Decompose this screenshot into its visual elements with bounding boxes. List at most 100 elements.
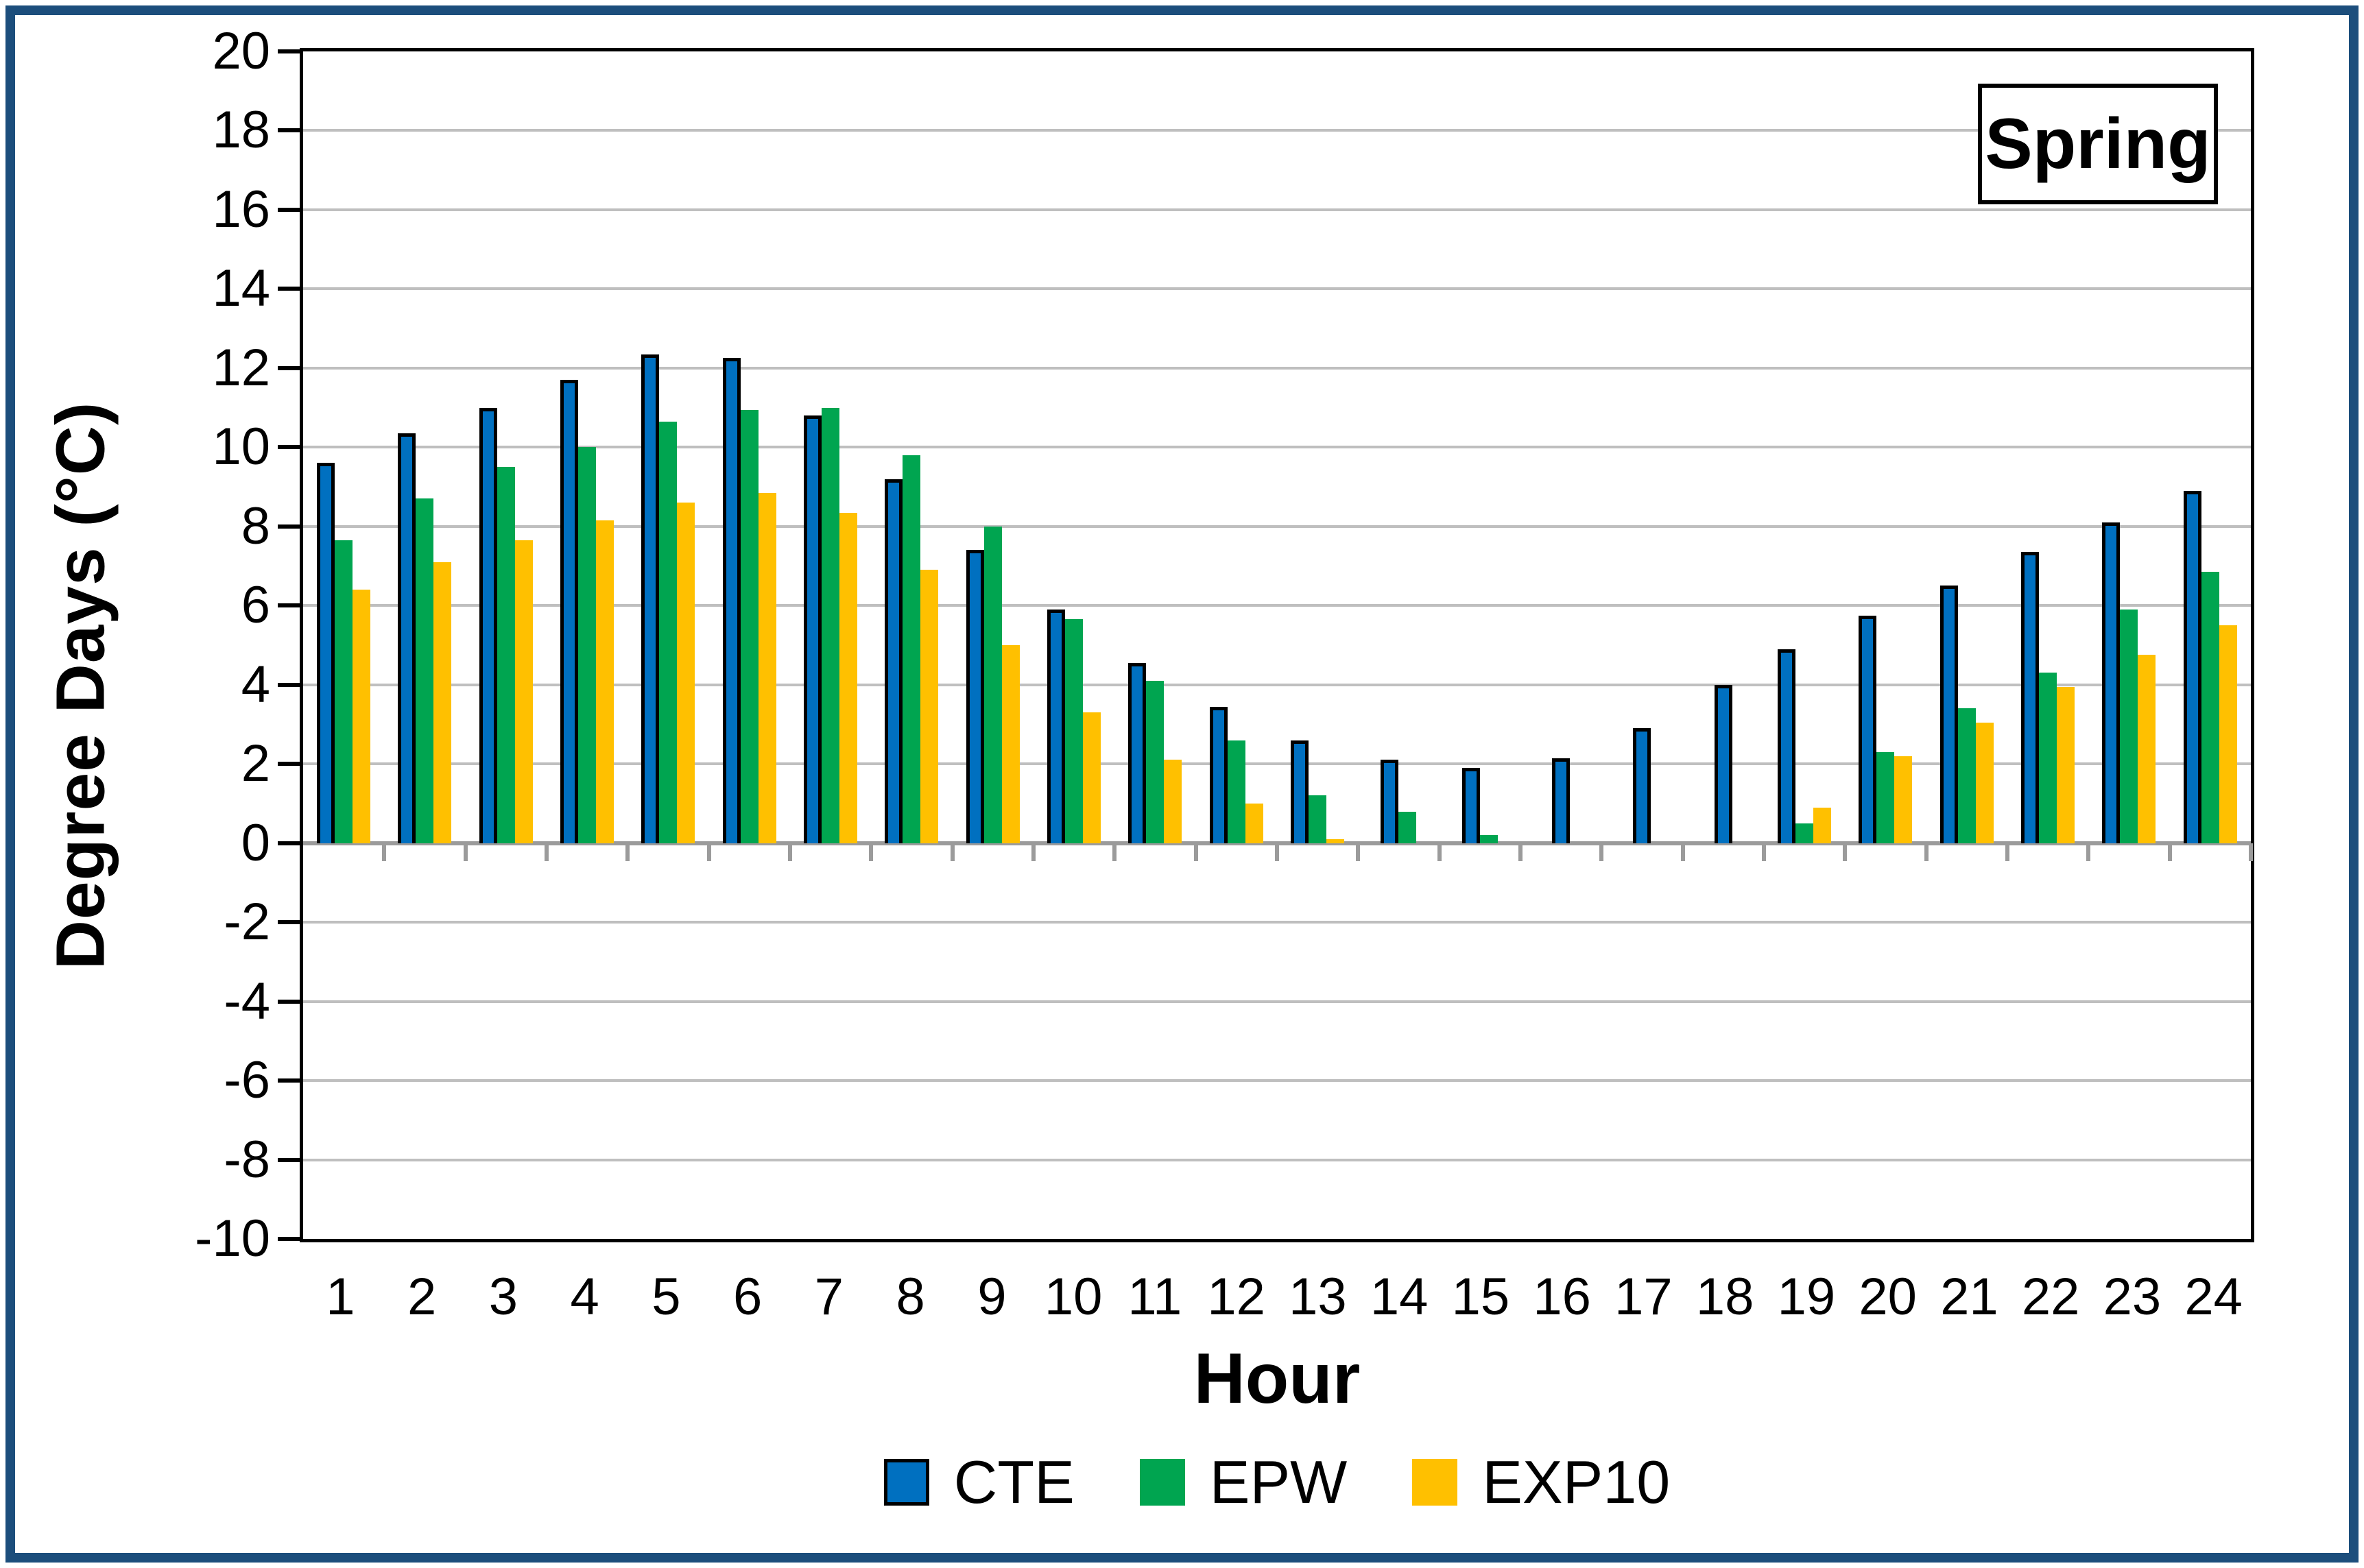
y-axis-tick	[278, 207, 300, 212]
bar-cte-h22	[2021, 552, 2040, 843]
bar-group-hour-10	[1034, 51, 1114, 843]
bar-group-hour-11	[1114, 51, 1195, 843]
bar-group-hour-5	[628, 51, 708, 843]
y-axis-tick-label: 10	[212, 418, 270, 477]
gridline--6	[303, 1079, 2251, 1083]
x-axis-tick-label: 23	[2103, 1268, 2162, 1326]
x-axis-tick-label: 5	[652, 1268, 681, 1326]
bar-cte-h23	[2102, 522, 2121, 843]
x-axis-tick	[2167, 843, 2172, 861]
bar-group-hour-7	[790, 51, 871, 843]
x-axis-tick-label: 16	[1533, 1268, 1591, 1326]
bar-group-hour-14	[1358, 51, 1439, 843]
x-axis-tick	[1193, 843, 1198, 861]
bar-exp10-h1	[353, 590, 371, 843]
bar-cte-h11	[1128, 662, 1147, 843]
bar-exp10-h10	[1083, 712, 1101, 843]
x-axis-tick	[788, 843, 792, 861]
bar-group-hour-8	[871, 51, 952, 843]
x-axis-tick-label: 22	[2021, 1268, 2080, 1326]
bar-exp10-h12	[1245, 803, 1263, 843]
y-axis-tick	[278, 1078, 300, 1083]
bar-epw-h13	[1309, 795, 1327, 843]
bar-exp10-h22	[2057, 686, 2075, 843]
bar-group-hour-3	[466, 51, 547, 843]
gridline-10	[303, 446, 2251, 449]
bar-epw-h11	[1146, 680, 1165, 843]
bar-epw-h10	[1065, 619, 1084, 843]
x-axis-tick	[706, 843, 711, 861]
x-axis-tick-label: 12	[1207, 1268, 1265, 1326]
gridline-4	[303, 683, 2251, 686]
bar-epw-h1	[335, 540, 353, 843]
bar-exp10-h6	[758, 492, 776, 843]
bar-cte-h8	[885, 479, 903, 843]
bar-cte-h3	[479, 407, 497, 843]
bar-exp10-h3	[514, 540, 533, 843]
x-axis-tick	[625, 843, 630, 861]
x-axis-tick	[1924, 843, 1929, 861]
bar-exp10-h19	[1813, 807, 1832, 843]
bar-epw-h8	[903, 455, 921, 843]
y-axis-tick-label: 2	[241, 734, 270, 793]
bar-exp10-h9	[1001, 645, 1020, 843]
x-axis-tick	[1275, 843, 1279, 861]
x-axis-tick	[382, 843, 387, 861]
y-axis-tick	[278, 762, 300, 767]
bar-exp10-h5	[677, 503, 695, 843]
gridline-16	[303, 208, 2251, 211]
bar-epw-h14	[1398, 811, 1417, 843]
bar-epw-h4	[578, 447, 597, 843]
bar-cte-h14	[1381, 760, 1399, 843]
y-axis-tick	[278, 682, 300, 687]
bar-cte-h17	[1633, 728, 1651, 843]
x-axis-tick	[1518, 843, 1523, 861]
x-axis-tick-label: 19	[1777, 1268, 1836, 1326]
x-axis-tick	[1843, 843, 1848, 861]
x-axis-tick	[1680, 843, 1685, 861]
bar-group-hour-4	[547, 51, 628, 843]
x-axis-tick	[1437, 843, 1442, 861]
bar-epw-h6	[740, 409, 759, 843]
legend-swatch-epw	[1139, 1459, 1185, 1506]
y-axis-tick-label: -6	[224, 1051, 270, 1110]
bar-cte-h19	[1778, 649, 1796, 843]
legend-label-cte: CTE	[953, 1448, 1075, 1516]
bar-epw-h23	[2120, 610, 2138, 843]
x-axis-tick-label: 14	[1370, 1268, 1429, 1326]
y-axis-tick-label: 6	[241, 576, 270, 635]
x-axis-tick-label: 13	[1289, 1268, 1347, 1326]
bar-exp10-h7	[839, 512, 858, 843]
x-axis-tick-label: 2	[407, 1268, 437, 1326]
y-axis-tick-label: 14	[212, 259, 270, 318]
bar-group-hour-15	[1440, 51, 1520, 843]
gridline--2	[303, 921, 2251, 924]
bar-group-hour-22	[2007, 51, 2088, 843]
bar-epw-h19	[1795, 823, 1814, 843]
x-axis-tick	[2086, 843, 2091, 861]
x-axis-tick	[463, 843, 468, 861]
x-axis-tick-labels: 1 2 3 4 5 6 7 8 9 10 11 12 13 14 15 16 17 18 19 20 21 22 23 24	[300, 1267, 2254, 1327]
y-axis-tick	[278, 841, 300, 845]
x-axis-tick-label: 18	[1695, 1268, 1754, 1326]
bar-cte-h16	[1552, 758, 1571, 843]
bar-epw-h9	[983, 526, 1002, 843]
bar-group-hour-24	[2170, 51, 2251, 843]
x-axis-tick	[869, 843, 874, 861]
gridline--4	[303, 1000, 2251, 1003]
bar-epw-h2	[416, 498, 434, 843]
legend-label-exp10: EXP10	[1482, 1448, 1671, 1516]
bar-cte-h4	[560, 380, 579, 843]
y-axis-tick-label: -4	[224, 972, 270, 1030]
plot-area: 20 18 16 14 12 10 8 6 4 2 0 -2 -4 -6 -8 -10	[195, 25, 2254, 1265]
y-axis-tick	[278, 128, 300, 133]
x-axis-tick-label: 6	[732, 1268, 763, 1326]
bar-cte-h5	[641, 354, 660, 843]
x-axis-tick-label: 9	[977, 1268, 1007, 1326]
x-axis-tick	[1031, 843, 1036, 861]
y-axis-tick-label: -10	[195, 1209, 270, 1268]
bar-exp10-h21	[1975, 722, 1994, 843]
bar-group-hour-18	[1683, 51, 1764, 843]
bar-group-hour-6	[709, 51, 790, 843]
